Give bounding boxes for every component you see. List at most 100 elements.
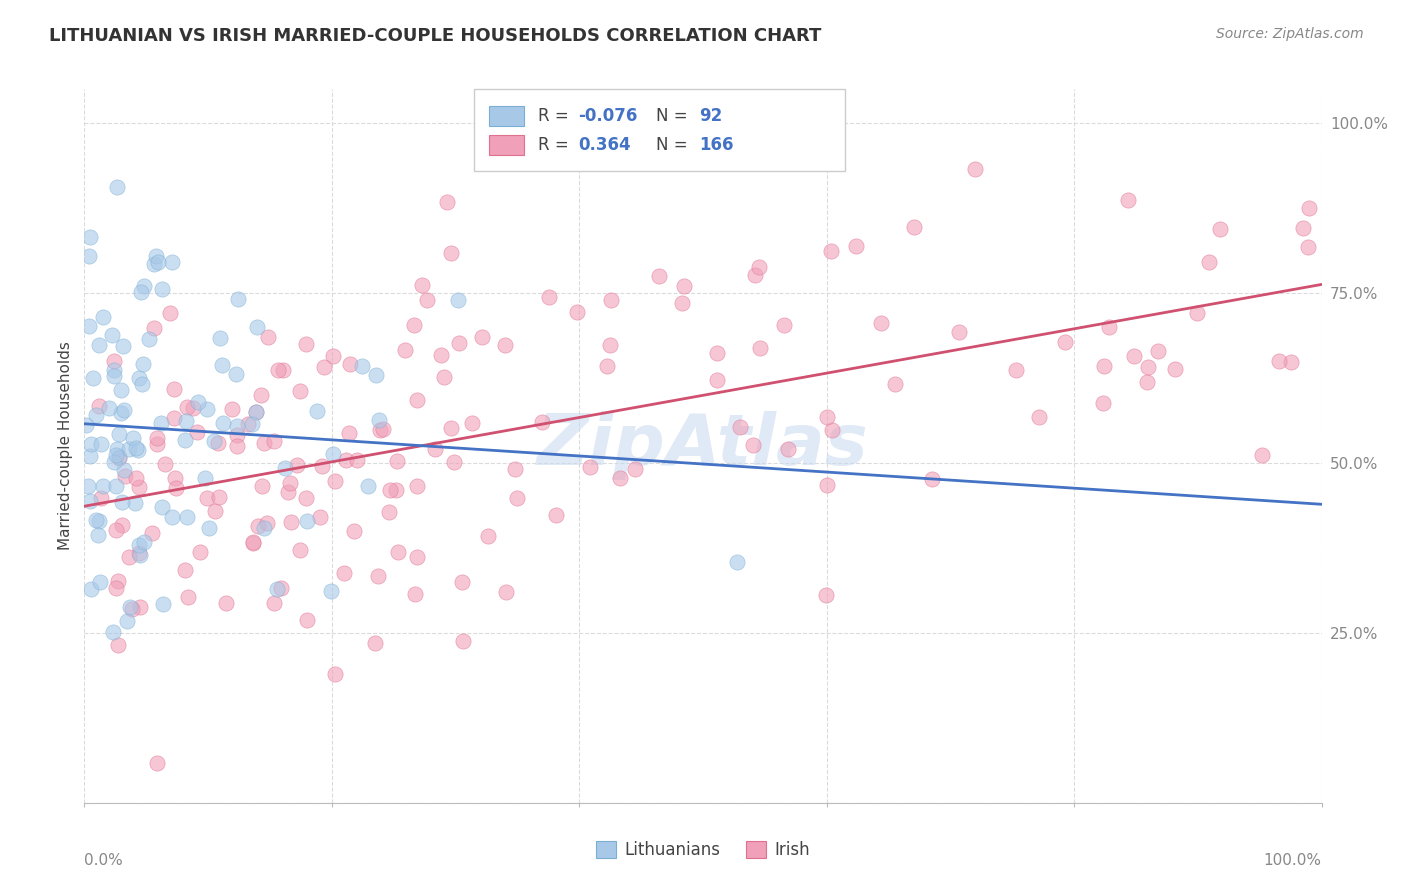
Point (285, 458, 308, 473)
Point (87, 338, 110, 352)
Text: N =: N = (657, 136, 693, 153)
Point (145, 249, 167, 263)
Point (373, 422, 395, 436)
Point (647, 268, 669, 283)
Point (443, 455, 465, 469)
Point (748, 342, 770, 356)
Text: 0.364: 0.364 (578, 136, 631, 153)
Point (155, 458, 177, 472)
Point (883, 377, 905, 392)
Point (132, 358, 155, 372)
Point (212, 416, 235, 430)
Point (215, 596, 238, 610)
Point (166, 481, 188, 495)
Point (134, 535, 156, 549)
Legend: Lithuanians, Irish: Lithuanians, Irish (589, 834, 817, 866)
Point (815, 410, 838, 425)
Point (333, 566, 356, 581)
Point (89, 515, 111, 529)
Point (112, 463, 135, 477)
Point (1198, 254, 1220, 268)
Y-axis label: Married-couple Households: Married-couple Households (58, 342, 73, 550)
Point (387, 545, 409, 559)
Point (226, 292, 249, 306)
Point (609, 471, 631, 485)
Point (440, 245, 463, 260)
Point (202, 434, 225, 449)
Point (128, 370, 150, 384)
Point (477, 529, 499, 543)
Point (207, 435, 229, 450)
Point (278, 476, 301, 491)
Point (323, 667, 346, 681)
Point (242, 534, 264, 549)
Point (176, 401, 198, 415)
Point (121, 431, 143, 445)
Point (1250, 448, 1272, 462)
Point (245, 404, 267, 418)
Point (294, 336, 316, 351)
Point (89, 575, 111, 590)
Point (253, 521, 276, 535)
Point (181, 401, 204, 415)
Point (406, 393, 429, 408)
Point (128, 546, 150, 560)
Point (98, 401, 121, 415)
Text: R =: R = (538, 136, 575, 153)
Point (295, 491, 318, 506)
Point (273, 461, 295, 475)
Point (125, 442, 148, 456)
Point (290, 543, 312, 558)
Point (672, 279, 695, 293)
Point (249, 388, 271, 402)
Point (1137, 360, 1160, 375)
Point (277, 485, 299, 500)
Point (163, 382, 186, 396)
Point (671, 296, 693, 310)
Point (197, 491, 219, 505)
Point (245, 405, 267, 419)
Point (176, 509, 198, 524)
Point (505, 462, 527, 476)
Point (1163, 361, 1185, 376)
Point (79, 229, 101, 244)
Point (150, 282, 173, 296)
Point (406, 549, 429, 564)
Point (903, 219, 925, 234)
Point (104, 581, 127, 595)
Point (162, 510, 184, 524)
Point (186, 425, 208, 440)
Point (565, 305, 588, 319)
Text: 166: 166 (699, 136, 734, 153)
Point (107, 574, 129, 589)
Point (411, 278, 433, 293)
Point (253, 436, 276, 450)
Point (728, 419, 751, 434)
Text: LITHUANIAN VS IRISH MARRIED-COUPLE HOUSEHOLDS CORRELATION CHART: LITHUANIAN VS IRISH MARRIED-COUPLE HOUSE… (49, 27, 821, 45)
Point (495, 584, 517, 599)
Point (100, 328, 122, 343)
Point (1053, 334, 1076, 349)
Point (112, 403, 135, 417)
Point (103, 624, 125, 639)
Text: R =: R = (538, 107, 575, 125)
Point (1296, 239, 1319, 253)
Point (1116, 193, 1139, 207)
Point (104, 524, 127, 538)
Point (1267, 354, 1289, 368)
Point (385, 483, 408, 497)
Point (124, 496, 146, 510)
Point (378, 483, 401, 497)
Point (107, 451, 129, 466)
Point (225, 439, 247, 453)
Point (821, 423, 844, 437)
Point (79, 449, 101, 463)
Point (75, 417, 97, 432)
Point (187, 395, 209, 409)
Text: -0.076: -0.076 (578, 107, 637, 125)
Point (706, 345, 728, 359)
Point (225, 427, 247, 442)
Point (357, 479, 380, 493)
Point (342, 524, 364, 539)
Point (110, 383, 132, 397)
